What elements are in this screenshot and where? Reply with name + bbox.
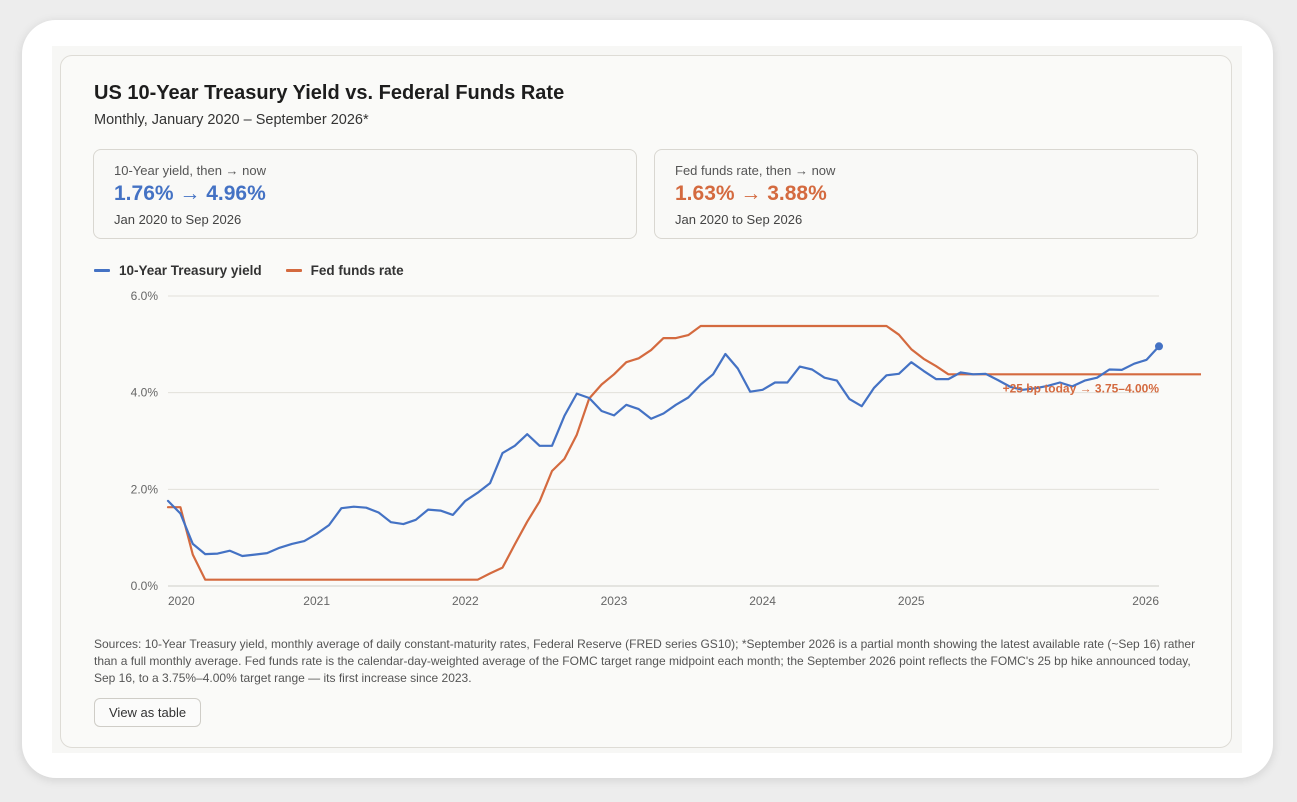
series-line-yield bbox=[166, 345, 1161, 558]
chart-title: US 10-Year Treasury Yield vs. Federal Fu… bbox=[94, 82, 565, 104]
fed-stat-card: Fed funds rate, then → now 1.63% → 3.88%… bbox=[654, 149, 1198, 239]
y-tick-label: 2.0% bbox=[131, 482, 159, 496]
line-chart: 0.0% 2.0% 4.0% 6.0% 2020 2021 2022 2023 2024 2025… bbox=[131, 289, 1201, 608]
sources-note: Sources: 10-Year Treasury yield, monthly… bbox=[94, 637, 1196, 685]
yield-stat-label: 10-Year yield, then → now bbox=[114, 163, 267, 178]
x-tick-label: 2021 bbox=[303, 594, 330, 608]
chart-legend: 10-Year Treasury yield Fed funds rate bbox=[94, 261, 428, 279]
legend-swatch-yield bbox=[94, 268, 110, 272]
chart-subtitle: Monthly, January 2020 – September 2026* bbox=[94, 112, 369, 128]
legend-swatch-fed bbox=[285, 268, 302, 272]
x-tick-label: 2025 bbox=[898, 594, 925, 608]
legend-label-fed: Fed funds rate bbox=[310, 262, 404, 278]
series-line-fed bbox=[166, 324, 1201, 581]
x-tick-label: 2026 bbox=[1132, 594, 1159, 608]
y-tick-label: 0.0% bbox=[131, 579, 159, 593]
yield-stat-value: 1.76% → 4.96% bbox=[114, 182, 266, 205]
window-frame: US 10-Year Treasury Yield vs. Federal Fu… bbox=[22, 20, 1273, 778]
view-as-table-button[interactable]: View as table bbox=[94, 698, 202, 727]
series-endpoint-yield bbox=[1155, 342, 1163, 351]
page: US 10-Year Treasury Yield vs. Federal Fu… bbox=[52, 46, 1242, 753]
x-tick-label: 2022 bbox=[452, 594, 479, 608]
fed-annotation-label: +25 bp today → 3.75–4.00% bbox=[1003, 381, 1160, 395]
y-tick-label: 6.0% bbox=[131, 289, 159, 303]
y-tick-label: 4.0% bbox=[131, 386, 159, 400]
x-tick-label: 2020 bbox=[168, 594, 195, 608]
legend-item-fed: Fed funds rate bbox=[285, 262, 404, 278]
yield-stat-period: Jan 2020 to Sep 2026 bbox=[114, 212, 242, 227]
x-tick-label: 2024 bbox=[749, 594, 776, 608]
yield-stat-card: 10-Year yield, then → now 1.76% → 4.96% … bbox=[93, 149, 637, 239]
fed-stat-period: Jan 2020 to Sep 2026 bbox=[675, 212, 803, 227]
chart-card: US 10-Year Treasury Yield vs. Federal Fu… bbox=[60, 55, 1232, 748]
legend-label-yield: 10-Year Treasury yield bbox=[119, 262, 262, 278]
fed-stat-value: 1.63% → 3.88% bbox=[675, 182, 827, 205]
legend-item-yield: 10-Year Treasury yield bbox=[94, 263, 262, 278]
x-tick-label: 2023 bbox=[601, 594, 628, 608]
fed-stat-label: Fed funds rate, then → now bbox=[675, 163, 836, 178]
